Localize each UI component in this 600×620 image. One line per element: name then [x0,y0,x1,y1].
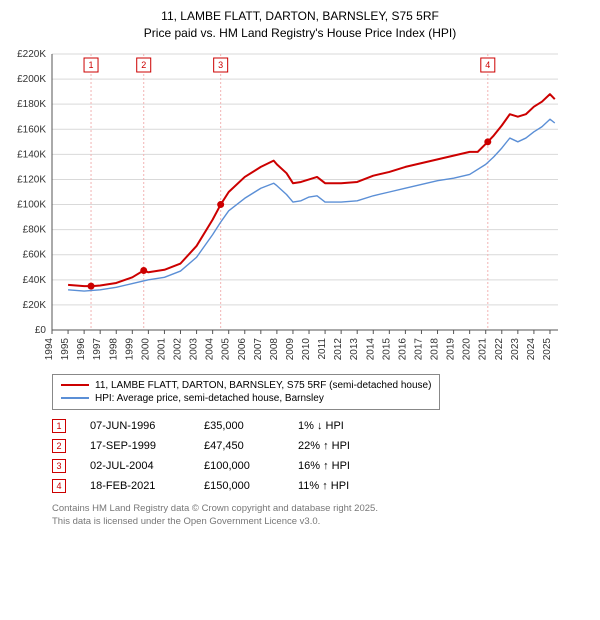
svg-text:2024: 2024 [526,337,537,360]
svg-text:2019: 2019 [446,337,457,360]
svg-text:2014: 2014 [365,337,376,360]
tx-marker: 3 [52,459,66,473]
tx-price: £150,000 [204,480,274,492]
tx-delta: 22% ↑ HPI [298,440,378,452]
svg-text:2020: 2020 [462,337,473,360]
svg-text:2004: 2004 [205,337,216,360]
svg-text:2009: 2009 [285,337,296,360]
svg-text:1994: 1994 [44,337,55,360]
svg-text:2015: 2015 [381,337,392,360]
tx-marker: 4 [52,479,66,493]
legend-row-1: 11, LAMBE FLATT, DARTON, BARNSLEY, S75 5… [61,379,431,392]
price-chart: £0 £20K £40K £60K £80K £100K £120K £140K £160K £1… [8,48,592,368]
svg-text:2007: 2007 [253,337,264,360]
svg-text:2022: 2022 [494,337,505,360]
tx-price: £47,450 [204,440,274,452]
transaction-table: 1 07-JUN-1996 £35,000 1% ↓ HPI 2 17-SEP-1999 £… [52,416,592,496]
legend: 11, LAMBE FLATT, DARTON, BARNSLEY, S75 5… [52,374,440,410]
tx-marker: 1 [52,419,66,433]
legend-row-2: HPI: Average price, semi-detached house,… [61,392,431,405]
svg-text:2011: 2011 [317,337,328,359]
legend-swatch-2 [61,397,89,399]
svg-text:1997: 1997 [92,337,103,360]
svg-text:£60K: £60K [23,249,47,260]
svg-text:2003: 2003 [189,337,200,360]
svg-text:1998: 1998 [108,337,119,360]
tx-delta: 16% ↑ HPI [298,460,378,472]
footer: Contains HM Land Registry data © Crown c… [52,502,592,529]
svg-text:£20K: £20K [23,300,47,311]
svg-text:4: 4 [485,60,490,70]
svg-text:2002: 2002 [173,337,184,360]
title-line1: 11, LAMBE FLATT, DARTON, BARNSLEY, S75 5… [8,8,592,25]
svg-text:2017: 2017 [413,337,424,360]
svg-text:£140K: £140K [17,149,46,160]
table-row: 3 02-JUL-2004 £100,000 16% ↑ HPI [52,456,592,476]
svg-text:2025: 2025 [542,337,553,360]
svg-text:2000: 2000 [140,337,151,360]
chart-title: 11, LAMBE FLATT, DARTON, BARNSLEY, S75 5… [8,8,592,42]
svg-text:2005: 2005 [221,337,232,360]
svg-text:1995: 1995 [60,337,71,360]
svg-text:£160K: £160K [17,124,46,135]
legend-label-2: HPI: Average price, semi-detached house,… [95,393,324,404]
svg-text:£0: £0 [35,325,47,336]
title-line2: Price paid vs. HM Land Registry's House … [8,25,592,42]
tx-marker: 2 [52,439,66,453]
tx-delta: 1% ↓ HPI [298,420,378,432]
table-row: 2 17-SEP-1999 £47,450 22% ↑ HPI [52,436,592,456]
tx-price: £35,000 [204,420,274,432]
svg-text:2001: 2001 [156,337,167,360]
svg-text:2: 2 [141,60,146,70]
svg-text:2021: 2021 [478,337,489,360]
tx-price: £100,000 [204,460,274,472]
svg-text:2012: 2012 [333,337,344,360]
svg-text:£100K: £100K [17,199,46,210]
svg-text:£40K: £40K [23,274,47,285]
tx-date: 18-FEB-2021 [90,480,180,492]
svg-text:2008: 2008 [269,337,280,360]
svg-text:2010: 2010 [301,337,312,360]
svg-text:2013: 2013 [349,337,360,360]
svg-text:1: 1 [89,60,94,70]
tx-date: 02-JUL-2004 [90,460,180,472]
svg-text:2006: 2006 [237,337,248,360]
footer-line1: Contains HM Land Registry data © Crown c… [52,502,592,515]
tx-delta: 11% ↑ HPI [298,480,378,492]
table-row: 1 07-JUN-1996 £35,000 1% ↓ HPI [52,416,592,436]
chart-svg: £0 £20K £40K £60K £80K £100K £120K £140K £160K £1… [8,48,568,368]
svg-text:3: 3 [218,60,223,70]
tx-date: 17-SEP-1999 [90,440,180,452]
svg-text:2023: 2023 [510,337,521,360]
legend-swatch-1 [61,384,89,386]
svg-text:1999: 1999 [124,337,135,360]
tx-date: 07-JUN-1996 [90,420,180,432]
table-row: 4 18-FEB-2021 £150,000 11% ↑ HPI [52,476,592,496]
svg-text:£180K: £180K [17,99,46,110]
svg-text:£120K: £120K [17,174,46,185]
svg-text:2016: 2016 [397,337,408,360]
svg-text:£220K: £220K [17,49,46,60]
footer-line2: This data is licensed under the Open Gov… [52,515,592,528]
svg-text:£80K: £80K [23,224,47,235]
legend-label-1: 11, LAMBE FLATT, DARTON, BARNSLEY, S75 5… [95,380,431,391]
svg-text:£200K: £200K [17,74,46,85]
svg-text:1996: 1996 [76,337,87,360]
svg-text:2018: 2018 [430,337,441,360]
